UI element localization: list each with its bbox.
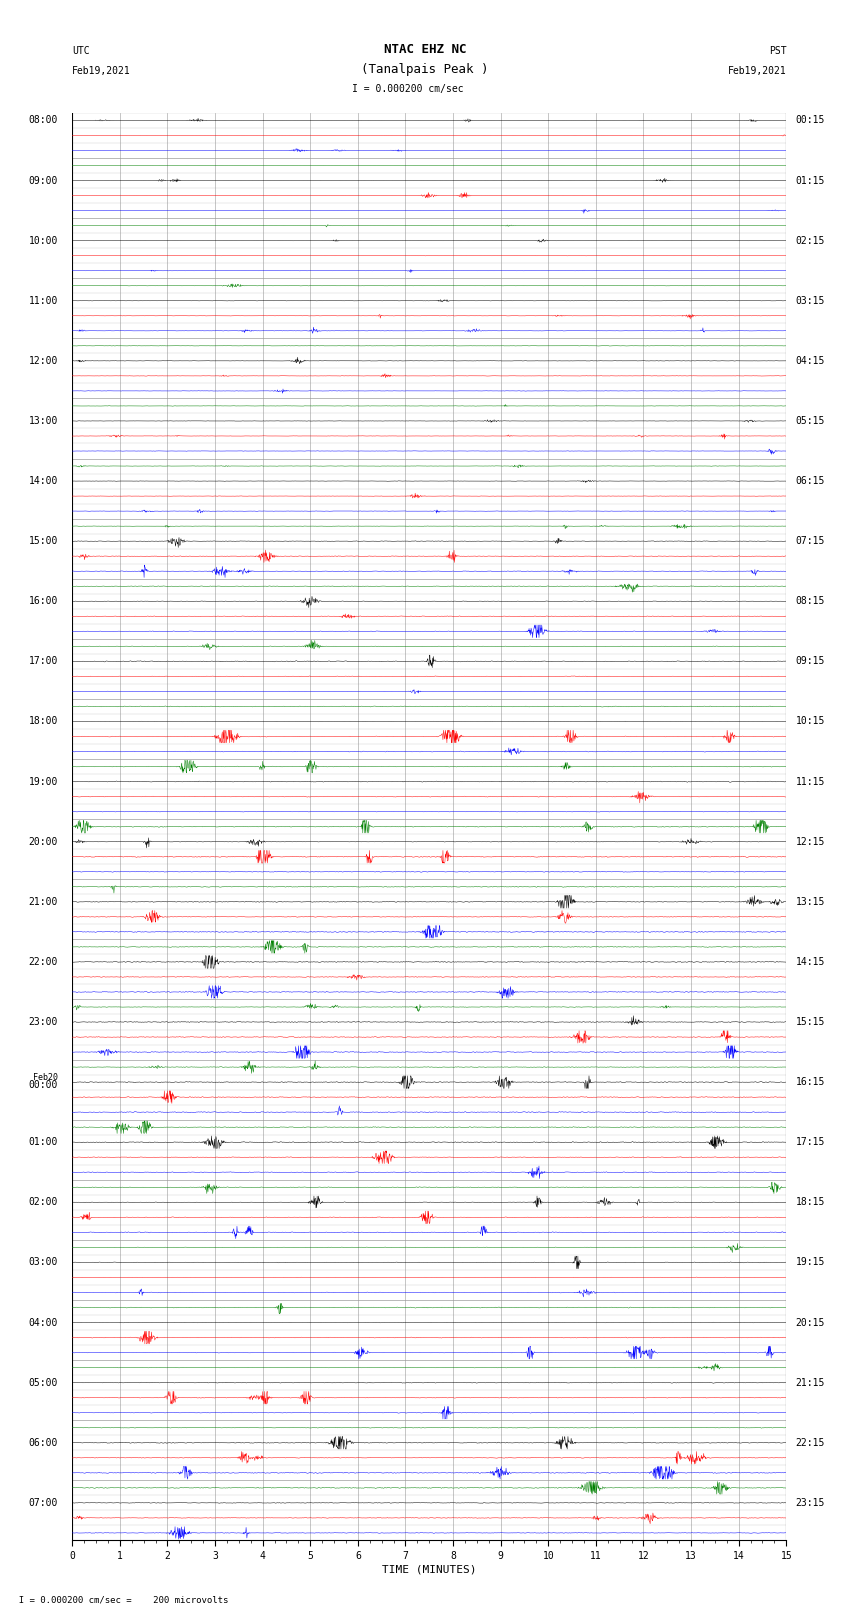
Text: 21:15: 21:15	[796, 1378, 825, 1387]
Text: 21:00: 21:00	[29, 897, 58, 907]
Text: 02:00: 02:00	[29, 1197, 58, 1207]
Text: 10:00: 10:00	[29, 235, 58, 245]
Text: 22:00: 22:00	[29, 957, 58, 966]
Text: 23:15: 23:15	[796, 1498, 825, 1508]
Text: 04:15: 04:15	[796, 356, 825, 366]
Text: 09:15: 09:15	[796, 656, 825, 666]
Text: Feb19,2021: Feb19,2021	[72, 66, 131, 76]
Text: 23:00: 23:00	[29, 1018, 58, 1027]
Text: 00:00: 00:00	[29, 1081, 58, 1090]
Text: 01:15: 01:15	[796, 176, 825, 185]
Text: 03:00: 03:00	[29, 1258, 58, 1268]
Text: UTC: UTC	[72, 47, 90, 56]
Text: 14:15: 14:15	[796, 957, 825, 966]
Text: (Tanalpais Peak ): (Tanalpais Peak )	[361, 63, 489, 76]
Text: 01:00: 01:00	[29, 1137, 58, 1147]
Text: 15:00: 15:00	[29, 536, 58, 547]
Text: 11:00: 11:00	[29, 295, 58, 306]
Text: I = 0.000200 cm/sec =    200 microvolts: I = 0.000200 cm/sec = 200 microvolts	[8, 1595, 229, 1605]
Text: 16:00: 16:00	[29, 597, 58, 606]
Text: 15:15: 15:15	[796, 1018, 825, 1027]
Text: NTAC EHZ NC: NTAC EHZ NC	[383, 44, 467, 56]
Text: 05:15: 05:15	[796, 416, 825, 426]
Text: 19:00: 19:00	[29, 776, 58, 787]
Text: Feb19,2021: Feb19,2021	[728, 66, 786, 76]
Text: 11:15: 11:15	[796, 776, 825, 787]
Text: 08:00: 08:00	[29, 116, 58, 126]
Text: 20:00: 20:00	[29, 837, 58, 847]
Text: 19:15: 19:15	[796, 1258, 825, 1268]
Text: 04:00: 04:00	[29, 1318, 58, 1327]
Text: 02:15: 02:15	[796, 235, 825, 245]
Text: 07:00: 07:00	[29, 1498, 58, 1508]
Text: 18:15: 18:15	[796, 1197, 825, 1207]
Text: 18:00: 18:00	[29, 716, 58, 726]
Text: 22:15: 22:15	[796, 1437, 825, 1448]
Text: 12:00: 12:00	[29, 356, 58, 366]
Text: 05:00: 05:00	[29, 1378, 58, 1387]
Text: 06:15: 06:15	[796, 476, 825, 486]
Text: 09:00: 09:00	[29, 176, 58, 185]
Text: I = 0.000200 cm/sec: I = 0.000200 cm/sec	[352, 84, 464, 94]
Text: 12:15: 12:15	[796, 837, 825, 847]
Text: 08:15: 08:15	[796, 597, 825, 606]
Text: 10:15: 10:15	[796, 716, 825, 726]
Text: 13:00: 13:00	[29, 416, 58, 426]
Text: 06:00: 06:00	[29, 1437, 58, 1448]
Text: 14:00: 14:00	[29, 476, 58, 486]
Text: 17:15: 17:15	[796, 1137, 825, 1147]
Text: Feb20: Feb20	[33, 1073, 58, 1082]
Text: 13:15: 13:15	[796, 897, 825, 907]
Text: 03:15: 03:15	[796, 295, 825, 306]
X-axis label: TIME (MINUTES): TIME (MINUTES)	[382, 1565, 477, 1574]
Text: 20:15: 20:15	[796, 1318, 825, 1327]
Text: PST: PST	[768, 47, 786, 56]
Text: 00:15: 00:15	[796, 116, 825, 126]
Text: 17:00: 17:00	[29, 656, 58, 666]
Text: 16:15: 16:15	[796, 1077, 825, 1087]
Text: 07:15: 07:15	[796, 536, 825, 547]
